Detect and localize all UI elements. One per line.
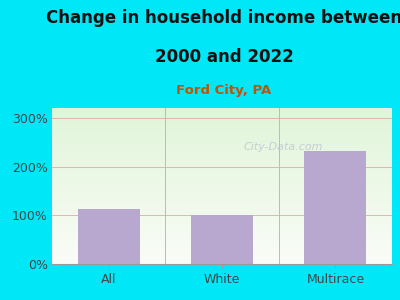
Text: City-Data.com: City-Data.com xyxy=(244,142,323,152)
Bar xyxy=(78,209,140,264)
Bar xyxy=(191,215,253,264)
Text: Ford City, PA: Ford City, PA xyxy=(176,84,272,97)
Bar xyxy=(304,151,366,264)
Text: 2000 and 2022: 2000 and 2022 xyxy=(155,48,293,66)
Text: Change in household income between: Change in household income between xyxy=(46,9,400,27)
